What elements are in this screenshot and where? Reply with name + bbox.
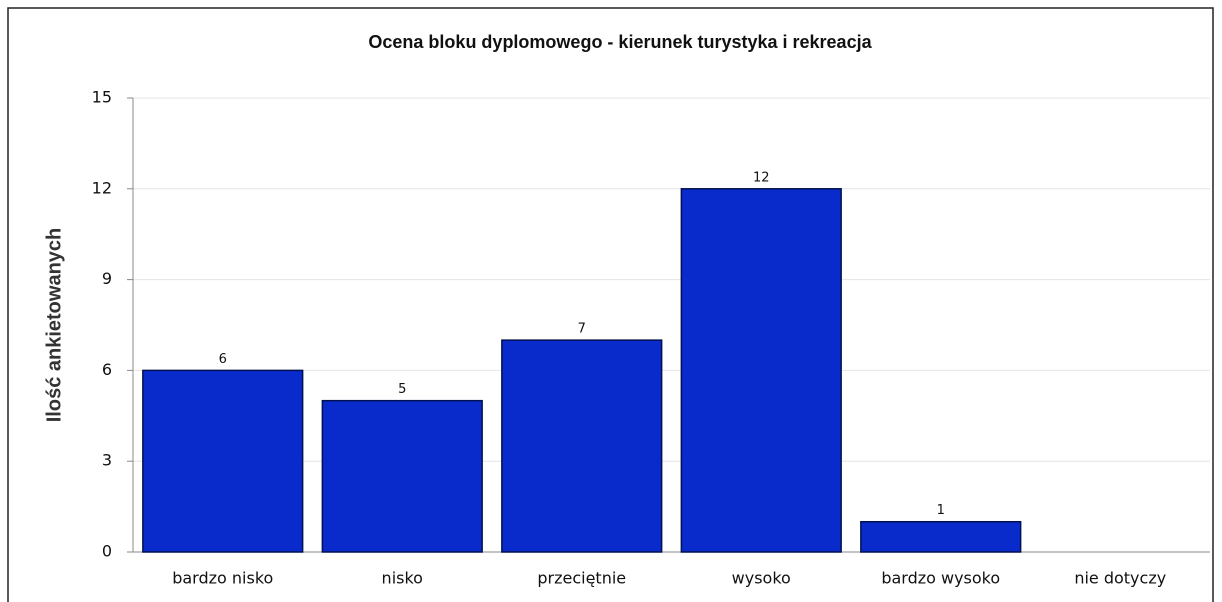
- x-tick-label: nisko: [382, 569, 423, 588]
- y-tick-label: 3: [102, 451, 112, 470]
- value-label: 12: [753, 170, 770, 185]
- bar: [860, 520, 1022, 553]
- value-label: 7: [578, 322, 586, 337]
- chart-border: [7, 7, 1214, 602]
- x-tick-label: nie dotyczy: [1074, 569, 1166, 588]
- y-axis-label: Ilość ankietowanych: [43, 228, 65, 423]
- value-label: 6: [219, 352, 227, 367]
- value-label: 5: [398, 382, 406, 397]
- bar: [680, 188, 842, 553]
- x-tick-label: wysoko: [732, 569, 791, 588]
- y-tick-label: 12: [92, 178, 112, 197]
- y-tick-label: 6: [102, 360, 112, 379]
- value-label: 1: [937, 503, 945, 518]
- chart-title: Ocena bloku dyplomowego - kierunek turys…: [368, 32, 872, 52]
- x-tick-label: bardzo wysoko: [881, 569, 1000, 588]
- bar: [321, 399, 483, 553]
- y-tick-label: 0: [102, 542, 112, 561]
- bar: [142, 369, 304, 553]
- y-tick-label: 9: [102, 269, 112, 288]
- x-tick-label: przeciętnie: [537, 569, 626, 588]
- y-tick-label: 15: [92, 88, 112, 107]
- x-tick-label: bardzo nisko: [172, 569, 273, 588]
- bar: [501, 339, 663, 553]
